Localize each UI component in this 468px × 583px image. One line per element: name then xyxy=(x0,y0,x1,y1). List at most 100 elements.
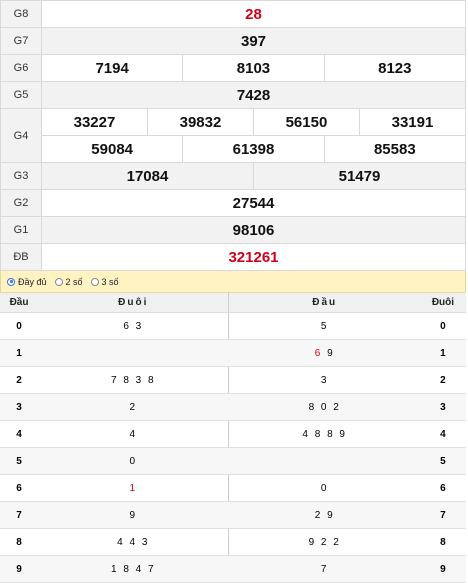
prize-label-g4: G4 xyxy=(0,108,42,163)
header-dau-right: Đầu xyxy=(229,293,420,313)
prize-label-g3: G3 xyxy=(0,162,42,190)
heads-digits: 5 xyxy=(320,320,329,332)
row-head-digit: 8 xyxy=(0,528,39,556)
table-row: 8 4 4 3 9 2 2 8 xyxy=(0,528,466,556)
heads-digits: 7 xyxy=(320,563,329,575)
column-divider xyxy=(228,393,230,421)
row-tails: 6 3 xyxy=(38,312,229,340)
table-row: 3 2 8 0 2 3 xyxy=(0,393,466,421)
row-tail-digit: 6 xyxy=(419,474,466,502)
prize-label-g1: G1 xyxy=(0,216,42,244)
row-tail-digit: 5 xyxy=(419,447,466,475)
prize-label-g5: G5 xyxy=(0,81,42,109)
row-tails: 1 8 4 7 xyxy=(38,555,229,583)
prize-label-g6: G6 xyxy=(0,54,42,82)
heads-digits: 3 xyxy=(320,374,329,386)
column-divider xyxy=(228,339,230,367)
option-three-digits[interactable]: 3 số xyxy=(90,276,119,287)
tails-digits: 7 8 3 8 xyxy=(110,374,156,386)
column-divider xyxy=(228,420,230,448)
radio-three-icon[interactable] xyxy=(90,277,99,286)
heads-digits: 0 xyxy=(320,482,329,494)
tails-digits: 6 3 xyxy=(123,320,144,332)
row-heads: 4 8 8 9 xyxy=(229,420,420,448)
prize-g4-value-7: 85583 xyxy=(323,135,467,163)
row-heads: 8 0 2 xyxy=(229,393,420,421)
header-duoi-right: Đuôi xyxy=(419,293,466,313)
header-duoi: Đuôi xyxy=(38,293,229,313)
heads-digits: 8 0 2 xyxy=(308,401,341,413)
table-row: 5 0 5 xyxy=(0,447,466,475)
prize-g3-value-2: 51479 xyxy=(252,162,467,190)
row-head-digit: 2 xyxy=(0,366,39,394)
prize-g3-value-1: 17084 xyxy=(41,162,254,190)
prize-label-g7: G7 xyxy=(0,27,42,55)
row-head-digit: 1 xyxy=(0,339,39,367)
table-row: 9 1 8 4 7 7 9 xyxy=(0,555,466,583)
row-head-digit: 6 xyxy=(0,474,39,502)
prize-g6-value-1: 7194 xyxy=(40,54,184,82)
tails-digits: 0 xyxy=(129,455,138,467)
tails-digits: 9 xyxy=(129,509,138,521)
prize-g6-value-2: 8103 xyxy=(182,54,325,82)
row-tails xyxy=(38,339,229,367)
row-heads xyxy=(229,447,420,475)
row-tails: 4 xyxy=(38,420,229,448)
row-heads: 5 xyxy=(229,312,420,340)
row-heads: 6 9 xyxy=(229,339,420,367)
row-tail-digit: 8 xyxy=(419,528,466,556)
prize-g6-value-3: 8123 xyxy=(323,54,467,82)
prize-special-value: 321261 xyxy=(41,243,466,271)
radio-full-icon[interactable] xyxy=(7,277,15,286)
prize-label-g8: G8 xyxy=(0,0,42,28)
row-tail-digit: 3 xyxy=(419,393,466,421)
row-head-digit: 0 xyxy=(0,312,39,340)
prize-g4-value-1: 33227 xyxy=(41,108,148,136)
display-options-bar: Đầy đủ 2 số 3 số xyxy=(0,271,466,293)
row-heads: 7 xyxy=(229,555,420,583)
column-divider xyxy=(228,528,230,556)
column-divider xyxy=(228,555,230,583)
prize-label-special: ĐB xyxy=(0,243,42,271)
table-row: 0 6 3 5 0 xyxy=(0,312,466,340)
row-tail-digit: 7 xyxy=(419,501,466,529)
column-divider xyxy=(228,447,230,475)
header-dau: Đầu xyxy=(0,293,39,313)
prize-g8-value: 28 xyxy=(41,0,466,28)
row-tails: 7 8 3 8 xyxy=(38,366,229,394)
option-two-digits[interactable]: 2 số xyxy=(54,276,83,287)
prize-g4-value-2: 39832 xyxy=(146,108,254,136)
option-three-label: 3 số xyxy=(101,276,119,287)
radio-two-icon[interactable] xyxy=(54,277,63,286)
row-tail-digit: 2 xyxy=(419,366,466,394)
heads-digits: 2 9 xyxy=(314,509,335,521)
table-row: 7 9 2 9 7 xyxy=(0,501,466,529)
column-divider xyxy=(228,474,230,502)
row-heads: 2 9 xyxy=(229,501,420,529)
row-tails: 0 xyxy=(38,447,229,475)
option-full-label: Đầy đủ xyxy=(18,276,47,287)
row-heads: 0 xyxy=(229,474,420,502)
row-tails: 4 4 3 xyxy=(38,528,229,556)
prize-table: G8 28 G7 397 G6 7194 8103 8123 G5 7428 G… xyxy=(0,0,467,271)
row-tails: 2 xyxy=(38,393,229,421)
option-full[interactable]: Đầy đủ xyxy=(7,277,47,287)
column-divider xyxy=(228,312,230,340)
table-row: 4 4 4 8 8 9 4 xyxy=(0,420,466,448)
prize-g7-value: 397 xyxy=(41,27,466,55)
row-head-digit: 5 xyxy=(0,447,39,475)
row-head-digit: 9 xyxy=(0,555,39,583)
option-two-label: 2 số xyxy=(65,276,83,287)
prize-g2-value: 27544 xyxy=(41,189,466,217)
row-heads: 3 xyxy=(229,366,420,394)
prize-g4-value-3: 56150 xyxy=(252,108,360,136)
row-tail-digit: 0 xyxy=(419,312,466,340)
heads-digits: 4 8 8 9 xyxy=(302,428,347,440)
prize-g4-value-6: 61398 xyxy=(182,135,325,163)
row-tail-digit: 9 xyxy=(419,555,466,583)
column-divider xyxy=(228,501,230,529)
row-heads: 9 2 2 xyxy=(229,528,420,556)
